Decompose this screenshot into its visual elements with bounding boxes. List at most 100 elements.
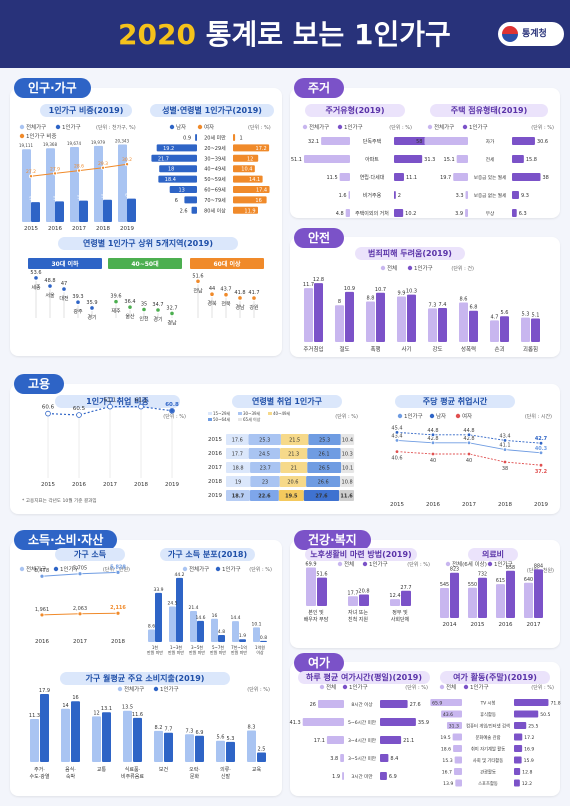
legend-dist-one-label: 1인가구 bbox=[222, 565, 241, 573]
label-tenure-one: 15.8 bbox=[526, 157, 537, 163]
bar-lact-all bbox=[452, 733, 462, 741]
label-cons-total: 8.2 bbox=[155, 725, 163, 731]
title-age-sex: 성별·연령별 1인가구(2019) bbox=[150, 104, 274, 117]
point-hours bbox=[538, 463, 544, 468]
tick-income-year: 2017 bbox=[73, 639, 87, 645]
bar-dist-one bbox=[176, 577, 183, 642]
tick-cons: 오락· bbox=[189, 766, 200, 773]
tick-emp-year: 2017 bbox=[103, 482, 117, 488]
bar-lact-one bbox=[514, 710, 539, 718]
legend-tenure-total-label: 전체가구 bbox=[434, 123, 454, 131]
tick-emp-age-year: 2016 bbox=[208, 451, 222, 457]
label-age-female: 17.4 bbox=[256, 188, 267, 194]
legend-hours-one-swatch bbox=[397, 413, 403, 419]
label-cons-one: 2.5 bbox=[258, 747, 266, 753]
tick-ltime: 5~6시간 미만 bbox=[348, 719, 377, 726]
label-house-total: 1.6 bbox=[339, 193, 347, 199]
unit-tenure: (단위 : %) bbox=[531, 124, 554, 131]
bar-cons-one bbox=[195, 735, 204, 762]
label-age-male: 13 bbox=[179, 188, 185, 194]
bar-ltime-one bbox=[380, 718, 416, 726]
label-region-name: 경남 bbox=[235, 304, 245, 311]
point-hours bbox=[394, 430, 400, 435]
cell-emp-age bbox=[280, 448, 308, 459]
label-region-name: 전북 bbox=[221, 301, 231, 308]
point-region bbox=[223, 292, 229, 298]
tick-hh-year: 2016 bbox=[48, 226, 62, 232]
label-cons-total: 13.5 bbox=[122, 705, 133, 711]
bar-crime-all bbox=[366, 301, 375, 342]
legend-hh-total-label: 전체가구 bbox=[26, 123, 46, 131]
bar-tenure-one bbox=[512, 209, 517, 217]
section-safety: 안전 bbox=[294, 228, 345, 248]
label-emp-rate: 60.5 bbox=[73, 406, 86, 412]
bar-hh-one bbox=[79, 200, 88, 222]
label-ltime-all: 26 bbox=[310, 702, 316, 708]
label-emp-age: 10.8 bbox=[342, 480, 353, 486]
legend-dist-total-swatch bbox=[182, 566, 188, 572]
tick-dist: 3~5천 bbox=[191, 644, 203, 650]
bar-tenure-total bbox=[424, 137, 468, 145]
bar-age-female bbox=[233, 186, 270, 193]
tick-house-type: 주택이외의 거처 bbox=[355, 210, 389, 217]
bar-cons-total bbox=[185, 734, 194, 762]
tick-age-group: 30~39세 bbox=[204, 155, 226, 162]
point-hh-ratio bbox=[53, 171, 58, 176]
tick-tenure: 전세 bbox=[486, 156, 494, 163]
label-hh-one: 6,148 bbox=[125, 193, 137, 198]
point-hours bbox=[394, 438, 400, 443]
section-population: 인구·가구 bbox=[14, 78, 91, 98]
title-work-hours: 주당 평균 취업시간 bbox=[395, 395, 515, 408]
legend-med-all-label: 전체(6세 이상) bbox=[452, 560, 487, 568]
legend-house-total-label: 전체가구 bbox=[309, 123, 329, 131]
bar-house-one bbox=[394, 209, 404, 217]
bar-ltime-all bbox=[318, 700, 344, 708]
bar-house-total bbox=[321, 137, 350, 145]
bar-tenure-total bbox=[456, 155, 468, 163]
label-region-value: 35.9 bbox=[86, 300, 97, 306]
label-emp-age: 21.5 bbox=[289, 438, 300, 444]
bar-crime-all bbox=[459, 302, 468, 342]
label-ltime-one: 35.9 bbox=[418, 720, 429, 726]
bar-age-female bbox=[233, 175, 263, 183]
tick-med-year: 2014 bbox=[443, 622, 457, 628]
tick-lact: 컴퓨터 게임/인터넷 검색 bbox=[466, 723, 510, 730]
bar-crime-one bbox=[376, 292, 385, 342]
legend-elder-one-label: 1인가구 bbox=[369, 560, 388, 568]
legend-emp-age-label: 40~49세 bbox=[273, 410, 291, 416]
label-emp-age: 22.6 bbox=[258, 494, 271, 500]
tick-tenure: 보증금 있는 월세 bbox=[474, 174, 507, 181]
label-house-total: 32.1 bbox=[308, 139, 319, 145]
label-region-name: 강원 bbox=[249, 304, 259, 311]
tick-dist-2: 만원 미만 bbox=[168, 649, 184, 655]
region-group-tab bbox=[190, 258, 264, 269]
tick-age-group: 20~29세 bbox=[204, 145, 226, 152]
cell-emp-age bbox=[226, 476, 251, 487]
bar-hh-one bbox=[55, 201, 64, 222]
tick-med-year: 2017 bbox=[527, 622, 541, 628]
label-dist-total: 10.1 bbox=[251, 621, 261, 627]
legend-med-one-swatch bbox=[487, 561, 493, 567]
bar-elder-one bbox=[401, 590, 411, 606]
legend-emp-age-label: 50~64세 bbox=[213, 416, 231, 422]
legend-emp-age-label: 15~29세 bbox=[213, 410, 231, 416]
label-emp-age: 23 bbox=[262, 480, 268, 486]
legend-emp-age-swatch bbox=[268, 412, 272, 415]
label-dist-one: 33.9 bbox=[153, 587, 163, 593]
bar-lact-all bbox=[453, 768, 462, 775]
tick-lact: 취미 자기계발 활동 bbox=[471, 746, 505, 753]
label-elder-one: 27.7 bbox=[400, 585, 411, 591]
label-emp-age: 19.5 bbox=[285, 494, 298, 500]
label-crime-all: 7.3 bbox=[429, 302, 437, 308]
tick-elder: 정부 및 bbox=[392, 609, 408, 616]
tick-tenure: 자가 bbox=[486, 138, 495, 145]
bar-age-female bbox=[233, 206, 258, 214]
label-cons-total: 5.6 bbox=[217, 735, 225, 741]
label-emp-age: 18.7 bbox=[232, 494, 245, 500]
bar-dist-total bbox=[190, 610, 197, 642]
bar-dist-one bbox=[260, 640, 267, 642]
tick-emp-year: 2019 bbox=[165, 482, 179, 488]
section-income: 소득·소비·자산 bbox=[14, 530, 118, 550]
label-crime-one: 10.9 bbox=[344, 286, 355, 292]
point-income bbox=[39, 573, 45, 579]
